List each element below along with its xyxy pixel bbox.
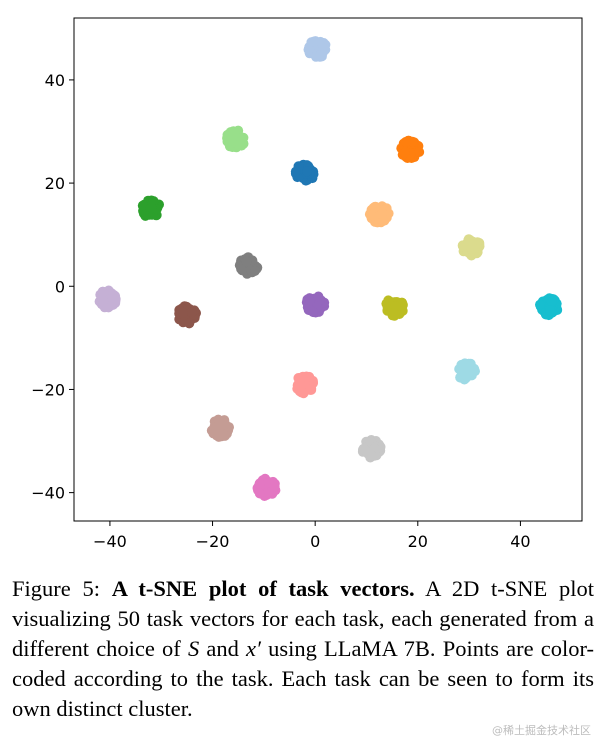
cluster-10	[174, 301, 201, 329]
data-point	[146, 202, 157, 213]
caption-body-2: using LLaMA 7B. Points are color-coded a…	[12, 636, 595, 721]
x-tick-label: 40	[510, 532, 530, 551]
cluster-6	[364, 201, 394, 228]
cluster-14	[292, 371, 318, 399]
data-point	[546, 296, 557, 307]
y-tick-label: −20	[31, 380, 65, 399]
cluster-9	[94, 285, 121, 313]
data-point	[535, 299, 545, 310]
data-point	[369, 202, 380, 213]
cluster-2	[222, 125, 249, 153]
cluster-1	[303, 36, 331, 62]
cluster-15	[454, 358, 480, 385]
data-point	[254, 488, 265, 499]
data-point	[98, 296, 109, 307]
cluster-4	[290, 159, 319, 186]
x-tick-label: 20	[408, 532, 428, 551]
data-point	[397, 305, 408, 316]
x-tick-label: −40	[93, 532, 127, 551]
data-point	[254, 478, 265, 489]
data-point	[236, 263, 247, 274]
data-point	[263, 487, 274, 498]
cluster-7	[457, 234, 485, 261]
x-tick-label: 0	[310, 532, 320, 551]
data-point	[302, 166, 313, 177]
cluster-16	[206, 414, 234, 442]
ticks-layer: −40 −20 0 20 40 −40 −20 0 20 40	[31, 71, 530, 551]
data-point	[545, 305, 555, 316]
data-point	[186, 307, 197, 318]
cluster-11	[301, 291, 330, 318]
data-point	[301, 371, 312, 382]
data-point	[377, 208, 388, 219]
figure-caption: Figure 5: A t-SNE plot of task vectors. …	[12, 574, 594, 724]
x-tick-label: −20	[196, 532, 230, 551]
data-point	[399, 148, 410, 158]
tsne-scatter-plot: −40 −20 0 20 40 −40 −20 0 20 40	[31, 17, 583, 551]
data-point	[457, 362, 468, 373]
data-point	[308, 306, 318, 317]
data-point	[110, 294, 121, 304]
data-point	[178, 307, 189, 318]
data-point	[241, 256, 252, 267]
data-point	[294, 386, 305, 397]
data-point	[308, 36, 319, 47]
y-tick-label: 20	[45, 174, 65, 193]
caption-and: and	[206, 636, 239, 661]
cluster-17	[357, 435, 386, 463]
y-tick-label: 40	[45, 71, 65, 90]
cluster-5	[137, 195, 164, 221]
data-point	[235, 138, 246, 149]
y-tick-label: 0	[55, 277, 65, 296]
cluster-8	[234, 252, 263, 279]
data-point	[414, 147, 425, 157]
caption-var-s: S	[187, 636, 200, 661]
data-point	[305, 384, 316, 395]
caption-body-1: A 2D t-SNE plot visualizing 50 task vect…	[12, 576, 595, 661]
data-point	[383, 295, 394, 306]
data-point	[313, 291, 324, 302]
points-layer	[94, 36, 563, 501]
cluster-3	[396, 135, 425, 163]
tsne-chart: −40 −20 0 20 40 −40 −20 0 20 40	[31, 17, 583, 551]
caption-label: Figure 5:	[12, 576, 100, 601]
cluster-18	[252, 473, 281, 501]
data-point	[389, 307, 400, 318]
data-point	[219, 418, 230, 429]
cluster-12	[381, 295, 408, 321]
y-tick-label: −40	[31, 484, 65, 503]
caption-var-x: x′	[246, 636, 261, 661]
data-point	[467, 242, 478, 252]
axes-frame	[73, 17, 583, 522]
watermark: @稀土掘金技术社区	[492, 724, 591, 737]
data-point	[184, 318, 195, 329]
data-point	[219, 430, 230, 441]
cluster-13	[535, 293, 563, 321]
data-point	[315, 50, 326, 61]
data-point	[305, 295, 315, 306]
data-point	[400, 137, 411, 147]
data-point	[461, 370, 472, 381]
data-point	[290, 166, 301, 177]
data-point	[228, 127, 239, 138]
data-point	[225, 135, 236, 146]
data-point	[269, 481, 280, 492]
data-point	[249, 265, 260, 276]
caption-title: A t-SNE plot of task vectors.	[111, 576, 415, 601]
data-point	[358, 443, 369, 454]
